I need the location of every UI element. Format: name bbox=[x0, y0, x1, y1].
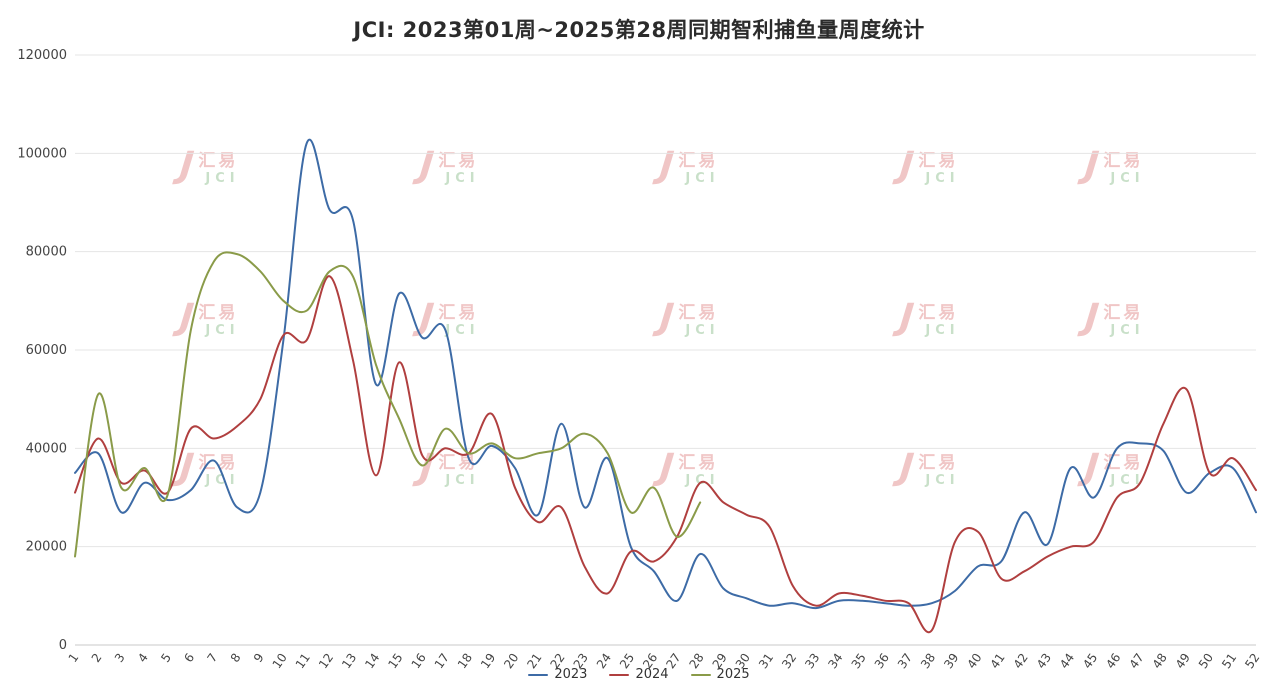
legend-item-2025[interactable]: 2025 bbox=[690, 667, 750, 682]
y-axis-tick-label: 20000 bbox=[26, 540, 67, 555]
x-axis-tick-label: 9 bbox=[251, 651, 267, 665]
legend-item-2024[interactable]: 2024 bbox=[609, 667, 669, 682]
x-axis-tick-label: 6 bbox=[181, 651, 197, 665]
y-axis-tick-label: 120000 bbox=[17, 48, 67, 63]
legend-label: 2024 bbox=[635, 667, 669, 682]
legend-swatch bbox=[609, 673, 630, 676]
legend-item-2023[interactable]: 2023 bbox=[528, 667, 587, 682]
series-line-2025 bbox=[74, 251, 702, 558]
legend-swatch bbox=[528, 673, 549, 676]
x-axis-tick-label: 3 bbox=[112, 651, 128, 665]
y-axis-tick-label: 0 bbox=[59, 638, 67, 653]
legend-swatch bbox=[690, 673, 711, 676]
x-axis-tick-label: 2 bbox=[89, 651, 105, 665]
y-axis-tick-label: 80000 bbox=[26, 245, 67, 260]
chart-title: JCI: 2023第01周~2025第28周同期智利捕鱼量周度统计 bbox=[353, 18, 925, 42]
legend-label: 2025 bbox=[716, 667, 750, 682]
y-axis-tick-label: 100000 bbox=[17, 146, 67, 161]
x-axis-tick-label: 4 bbox=[135, 651, 151, 665]
y-axis-tick-label: 40000 bbox=[26, 441, 67, 456]
chart-legend: 2023 2024 2025 bbox=[0, 667, 1278, 682]
x-axis-tick-label: 8 bbox=[228, 651, 244, 665]
series-line-2023 bbox=[74, 138, 1257, 610]
x-axis-tick-label: 1 bbox=[66, 651, 82, 665]
legend-label: 2023 bbox=[554, 667, 588, 682]
x-axis-tick-label: 5 bbox=[158, 651, 174, 665]
x-axis-tick-label: 7 bbox=[205, 651, 221, 665]
series-line-2024 bbox=[74, 275, 1257, 634]
y-axis-tick-label: 60000 bbox=[26, 343, 67, 358]
